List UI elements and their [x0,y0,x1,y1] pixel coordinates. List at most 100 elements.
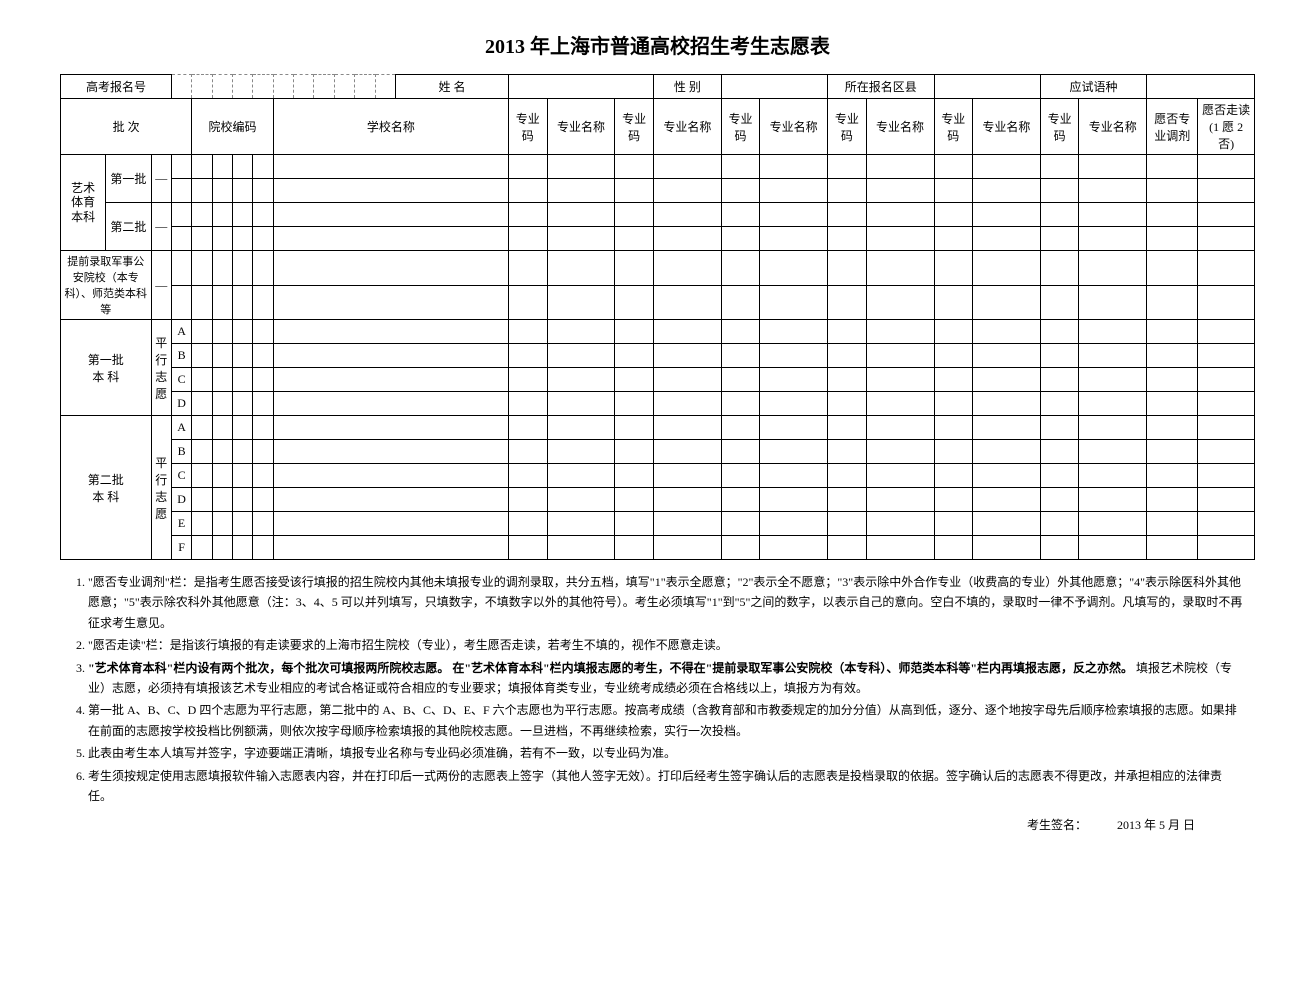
cell[interactable] [509,285,547,320]
cell[interactable] [721,344,759,368]
cell[interactable] [972,227,1040,251]
school-name-cell[interactable] [273,344,508,368]
reg-digit[interactable] [334,75,354,99]
cell[interactable] [509,536,547,560]
cell[interactable] [1079,179,1147,203]
cell[interactable] [866,440,934,464]
cell[interactable] [212,227,232,251]
school-name-cell[interactable] [273,155,508,179]
school-name-cell[interactable] [273,464,508,488]
cell[interactable] [1079,203,1147,227]
school-name-cell[interactable] [273,285,508,320]
name-value[interactable] [509,75,654,99]
school-name-cell[interactable] [273,488,508,512]
cell[interactable] [828,155,866,179]
cell[interactable] [212,320,232,344]
reg-digit[interactable] [192,75,212,99]
cell[interactable] [866,203,934,227]
cell[interactable] [233,440,253,464]
reg-digit[interactable] [273,75,293,99]
cell[interactable] [253,536,273,560]
cell[interactable] [972,512,1040,536]
cell[interactable] [653,368,721,392]
cell[interactable] [615,344,653,368]
cell[interactable] [615,488,653,512]
cell[interactable] [972,320,1040,344]
cell[interactable] [212,416,232,440]
cell[interactable] [721,203,759,227]
school-name-cell[interactable] [273,203,508,227]
cell[interactable] [828,320,866,344]
cell[interactable] [547,536,615,560]
cell[interactable] [192,488,212,512]
cell[interactable] [253,344,273,368]
school-name-cell[interactable] [273,392,508,416]
cell[interactable] [233,488,253,512]
cell[interactable] [828,285,866,320]
cell[interactable] [615,392,653,416]
cell[interactable] [1147,285,1198,320]
cell[interactable] [866,416,934,440]
cell[interactable] [721,464,759,488]
cell[interactable] [760,512,828,536]
cell[interactable] [934,416,972,440]
cell[interactable] [233,344,253,368]
cell[interactable] [1198,203,1255,227]
cell[interactable] [934,251,972,286]
cell[interactable] [1147,512,1198,536]
cell[interactable] [192,203,212,227]
cell[interactable] [547,416,615,440]
cell[interactable] [1147,392,1198,416]
cell[interactable] [1079,416,1147,440]
lang-value[interactable] [1147,75,1255,99]
cell[interactable] [212,368,232,392]
cell[interactable] [171,179,191,203]
cell[interactable] [253,203,273,227]
cell[interactable] [233,251,253,286]
cell[interactable] [1147,536,1198,560]
cell[interactable] [615,179,653,203]
cell[interactable] [1040,285,1078,320]
reg-digit[interactable] [253,75,273,99]
cell[interactable] [192,320,212,344]
cell[interactable] [253,251,273,286]
cell[interactable] [866,464,934,488]
cell[interactable] [253,488,273,512]
cell[interactable] [934,179,972,203]
cell[interactable] [866,285,934,320]
cell[interactable] [1079,155,1147,179]
cell[interactable] [721,440,759,464]
cell[interactable] [509,392,547,416]
cell[interactable] [934,344,972,368]
cell[interactable] [509,464,547,488]
cell[interactable] [1040,155,1078,179]
cell[interactable] [1040,464,1078,488]
cell[interactable] [653,440,721,464]
cell[interactable] [1198,285,1255,320]
school-name-cell[interactable] [273,179,508,203]
cell[interactable] [615,203,653,227]
cell[interactable] [653,488,721,512]
cell[interactable] [1198,179,1255,203]
reg-digit[interactable] [375,75,395,99]
cell[interactable] [653,285,721,320]
cell[interactable] [653,179,721,203]
cell[interactable] [233,227,253,251]
cell[interactable] [760,488,828,512]
cell[interactable] [1040,512,1078,536]
cell[interactable] [721,155,759,179]
cell[interactable] [653,155,721,179]
cell[interactable] [1079,368,1147,392]
cell[interactable] [760,392,828,416]
cell[interactable] [866,512,934,536]
cell[interactable] [934,512,972,536]
cell[interactable] [615,368,653,392]
cell[interactable] [866,344,934,368]
cell[interactable] [721,320,759,344]
cell[interactable] [192,155,212,179]
cell[interactable] [1040,320,1078,344]
cell[interactable] [721,512,759,536]
cell[interactable] [721,179,759,203]
reg-digit[interactable] [294,75,314,99]
cell[interactable] [1198,155,1255,179]
